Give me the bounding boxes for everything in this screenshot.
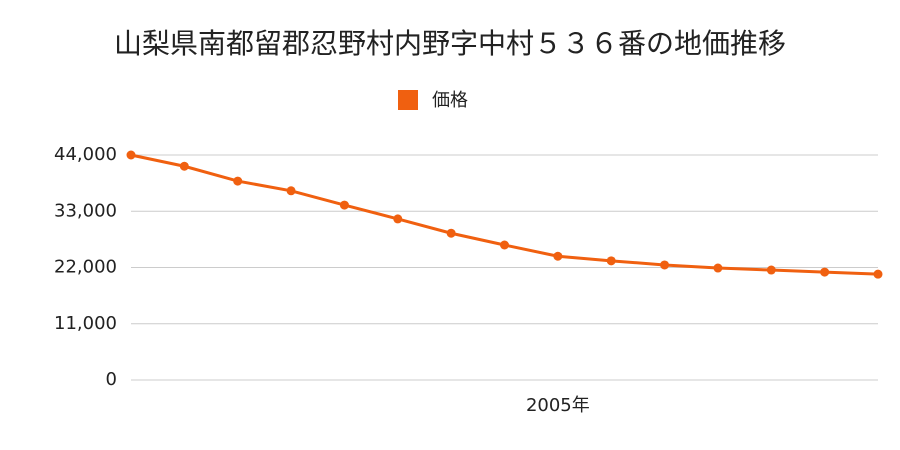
y-tick-label: 0: [106, 369, 117, 390]
point: [286, 186, 296, 196]
point: [393, 214, 403, 224]
legend-swatch: [398, 90, 418, 110]
point: [606, 256, 616, 266]
y-tick-label: 44,000: [54, 144, 117, 165]
point: [233, 176, 243, 186]
point: [873, 269, 883, 279]
point: [766, 265, 776, 275]
point: [339, 200, 349, 210]
point: [446, 228, 456, 238]
x-tick-label: 2005年: [526, 395, 590, 416]
point: [660, 260, 670, 270]
y-tick-label: 33,000: [54, 200, 117, 221]
y-tick-label: 11,000: [54, 313, 117, 334]
legend-label: 価格: [432, 90, 468, 111]
point: [126, 150, 136, 160]
y-tick-label: 22,000: [54, 257, 117, 278]
series-line: [130, 153, 879, 276]
point: [179, 161, 189, 171]
chart-title: 山梨県南都留郡忍野村内野字中村５３６番の地価推移: [114, 27, 786, 60]
point: [713, 263, 723, 273]
point: [820, 267, 830, 277]
point: [500, 240, 509, 250]
point: [553, 251, 563, 261]
